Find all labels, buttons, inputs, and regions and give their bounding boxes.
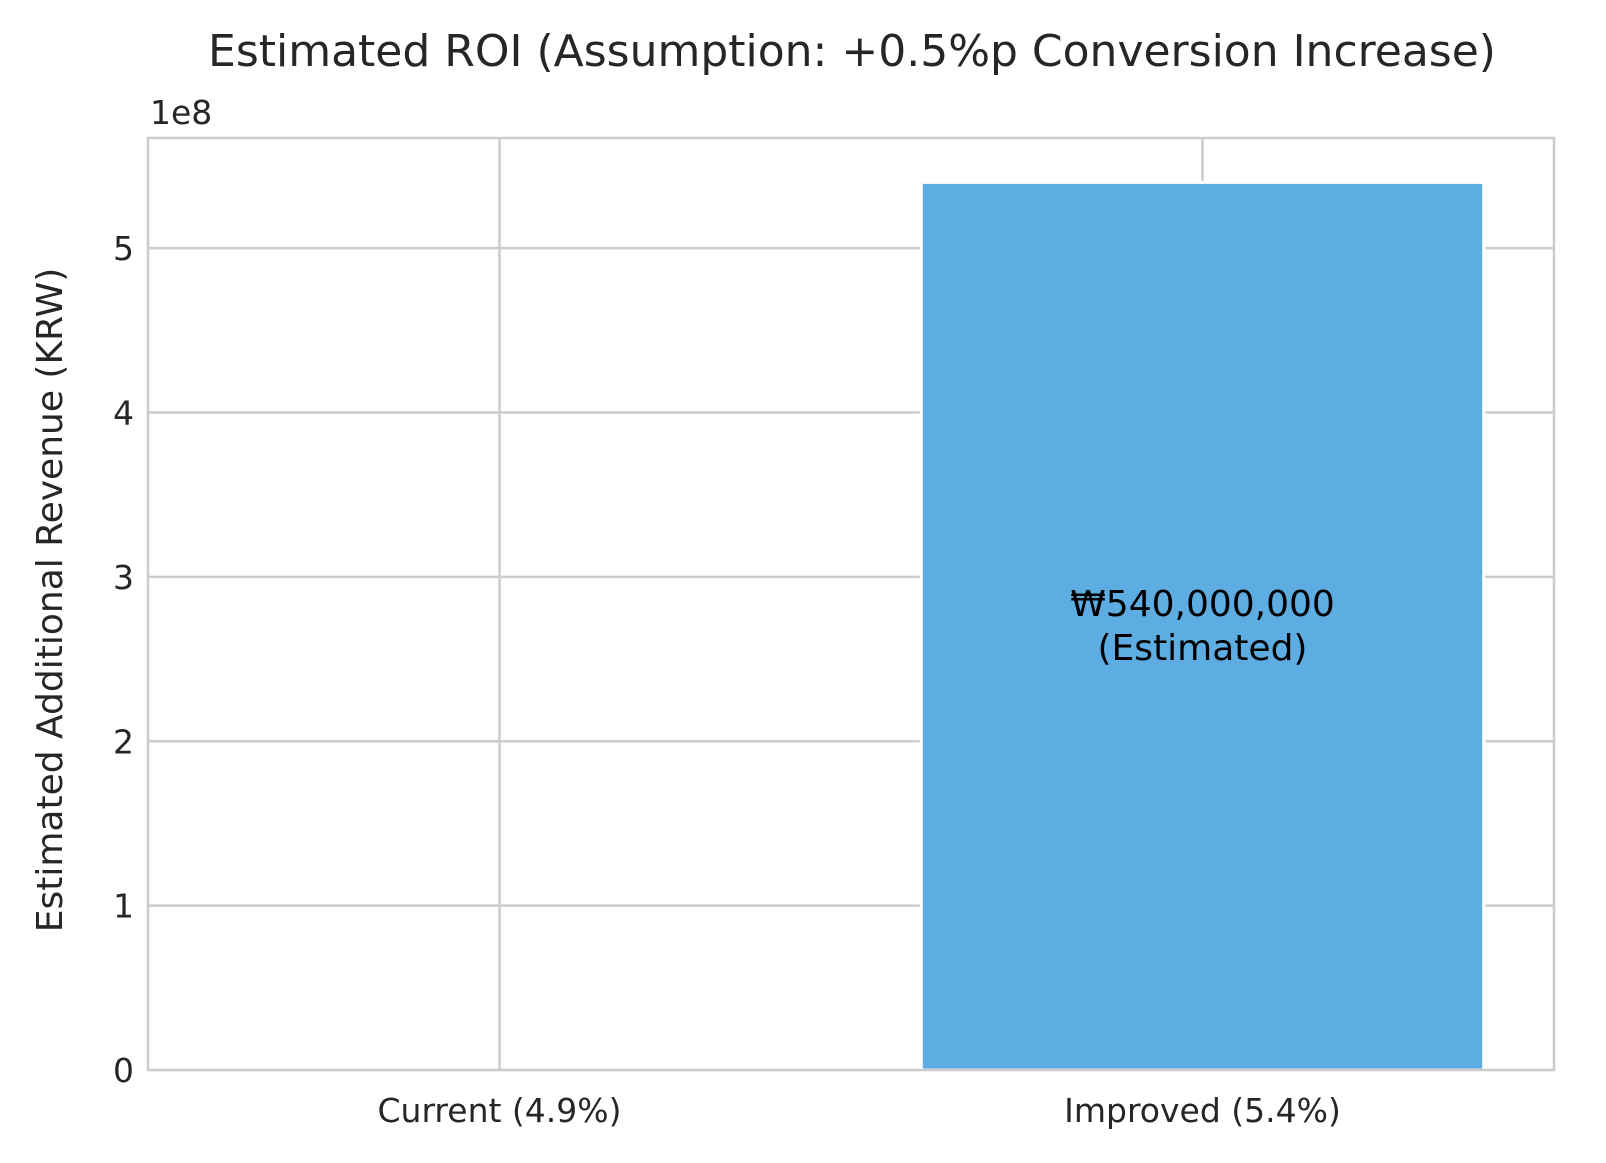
x-tick-label: Current (4.9%) [377, 1091, 621, 1130]
plot-frame [146, 136, 1556, 1072]
tick-labels: 0 1 2 3 4 5 Current (4.9%) Improved (5.4%) [113, 229, 1341, 1130]
grid-lines [148, 138, 1554, 1072]
y-tick-label: 5 [113, 229, 134, 268]
y-tick-label: 1 [113, 887, 134, 926]
x-tick-label: Improved (5.4%) [1064, 1091, 1341, 1130]
y-tick-label: 4 [113, 394, 134, 433]
bar-value-label: (Estimated) [1098, 628, 1308, 669]
bars [919, 180, 1486, 1072]
y-tick-label: 3 [113, 558, 134, 597]
y-tick-label: 2 [113, 722, 134, 761]
bar-labels: ₩540,000,000(Estimated) [1070, 584, 1335, 669]
y-tick-label: 0 [113, 1051, 134, 1090]
bar-value-label: ₩540,000,000 [1070, 584, 1335, 625]
y-offset-label: 1e8 [150, 93, 212, 132]
chart-title: Estimated ROI (Assumption: +0.5%p Conver… [208, 26, 1496, 77]
bar [919, 180, 1486, 1072]
y-axis-label: Estimated Additional Revenue (KRW) [30, 268, 71, 933]
